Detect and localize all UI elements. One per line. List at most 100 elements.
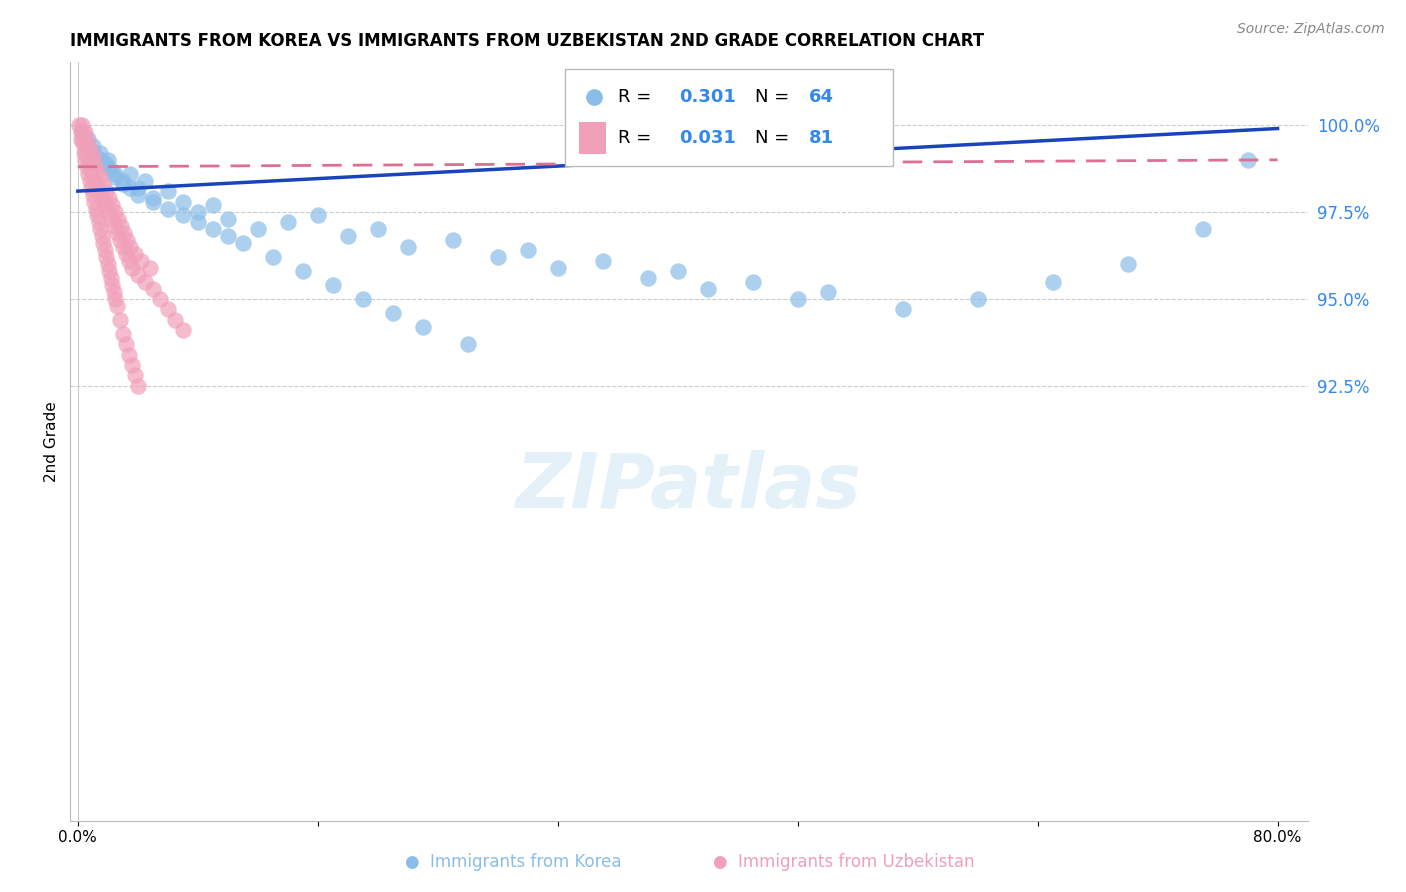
Point bbox=[79, 142, 101, 156]
Point bbox=[1116, 257, 1139, 271]
Point bbox=[127, 180, 149, 194]
Text: R =: R = bbox=[619, 129, 658, 147]
Point bbox=[741, 275, 763, 289]
Point bbox=[149, 292, 172, 306]
Point bbox=[142, 194, 165, 209]
Point bbox=[89, 170, 111, 185]
Point bbox=[83, 194, 105, 209]
Point bbox=[75, 125, 97, 139]
FancyBboxPatch shape bbox=[579, 122, 606, 154]
Point bbox=[121, 358, 143, 372]
Point bbox=[201, 198, 224, 212]
Point bbox=[217, 229, 239, 244]
Point bbox=[592, 253, 614, 268]
Text: Source: ZipAtlas.com: Source: ZipAtlas.com bbox=[1237, 22, 1385, 37]
Point bbox=[120, 167, 142, 181]
Point bbox=[75, 136, 97, 150]
Point bbox=[121, 260, 143, 275]
Point bbox=[108, 233, 131, 247]
Point bbox=[89, 145, 111, 160]
Point bbox=[322, 278, 344, 293]
Point bbox=[637, 271, 659, 285]
Point bbox=[110, 219, 132, 233]
Point bbox=[966, 292, 988, 306]
Text: ●  Immigrants from Uzbekistan: ● Immigrants from Uzbekistan bbox=[713, 853, 974, 871]
Point bbox=[101, 198, 124, 212]
Point bbox=[172, 209, 194, 223]
Point bbox=[129, 253, 152, 268]
Point bbox=[72, 136, 94, 150]
Point bbox=[90, 229, 112, 244]
Point bbox=[104, 167, 127, 181]
Point bbox=[486, 250, 509, 264]
Point bbox=[666, 264, 689, 278]
Point bbox=[232, 236, 254, 251]
Point bbox=[336, 229, 359, 244]
Point bbox=[111, 174, 134, 188]
Point bbox=[156, 202, 179, 216]
Point bbox=[97, 257, 120, 271]
Point bbox=[891, 302, 914, 317]
Point bbox=[87, 215, 110, 229]
Point bbox=[291, 264, 314, 278]
Text: N =: N = bbox=[755, 129, 794, 147]
Point bbox=[69, 125, 91, 139]
Point bbox=[69, 132, 91, 146]
Point bbox=[94, 244, 117, 258]
Point bbox=[94, 156, 117, 170]
Point bbox=[79, 142, 101, 156]
Point bbox=[72, 118, 94, 132]
Text: N =: N = bbox=[755, 88, 794, 106]
Point bbox=[67, 118, 90, 132]
Point bbox=[262, 250, 284, 264]
Point bbox=[112, 226, 135, 240]
FancyBboxPatch shape bbox=[565, 70, 893, 166]
Point bbox=[277, 215, 299, 229]
Point bbox=[98, 264, 121, 278]
Point bbox=[73, 145, 96, 160]
Point bbox=[77, 167, 100, 181]
Point bbox=[120, 180, 142, 194]
Point bbox=[111, 177, 134, 191]
Y-axis label: 2nd Grade: 2nd Grade bbox=[44, 401, 59, 482]
Point bbox=[111, 240, 134, 254]
Point bbox=[75, 142, 97, 156]
Text: ZIPatlas: ZIPatlas bbox=[516, 450, 862, 524]
Point bbox=[142, 281, 165, 295]
Point bbox=[187, 205, 209, 219]
Point bbox=[76, 160, 98, 174]
Point bbox=[381, 306, 404, 320]
Text: 64: 64 bbox=[808, 88, 834, 106]
Point bbox=[100, 163, 122, 178]
Point bbox=[103, 219, 125, 233]
Point bbox=[89, 222, 111, 236]
Point bbox=[124, 246, 146, 260]
Point bbox=[91, 236, 114, 251]
Point bbox=[96, 184, 118, 198]
Point bbox=[172, 323, 194, 337]
Point bbox=[97, 153, 120, 167]
Point bbox=[441, 233, 464, 247]
Point bbox=[96, 250, 118, 264]
Point bbox=[82, 149, 104, 163]
Point bbox=[201, 222, 224, 236]
Point bbox=[120, 240, 142, 254]
Point bbox=[83, 156, 105, 170]
Point bbox=[127, 187, 149, 202]
Point bbox=[87, 184, 110, 198]
Point bbox=[79, 174, 101, 188]
Point bbox=[82, 139, 104, 153]
Point bbox=[516, 244, 538, 258]
Point bbox=[72, 125, 94, 139]
Point bbox=[396, 240, 419, 254]
Point bbox=[124, 368, 146, 383]
Point bbox=[172, 194, 194, 209]
Point bbox=[79, 156, 101, 170]
Point bbox=[101, 278, 124, 293]
Point bbox=[104, 205, 127, 219]
Point bbox=[307, 209, 329, 223]
Point bbox=[156, 302, 179, 317]
Point bbox=[165, 313, 187, 327]
Point bbox=[100, 271, 122, 285]
Point bbox=[90, 191, 112, 205]
